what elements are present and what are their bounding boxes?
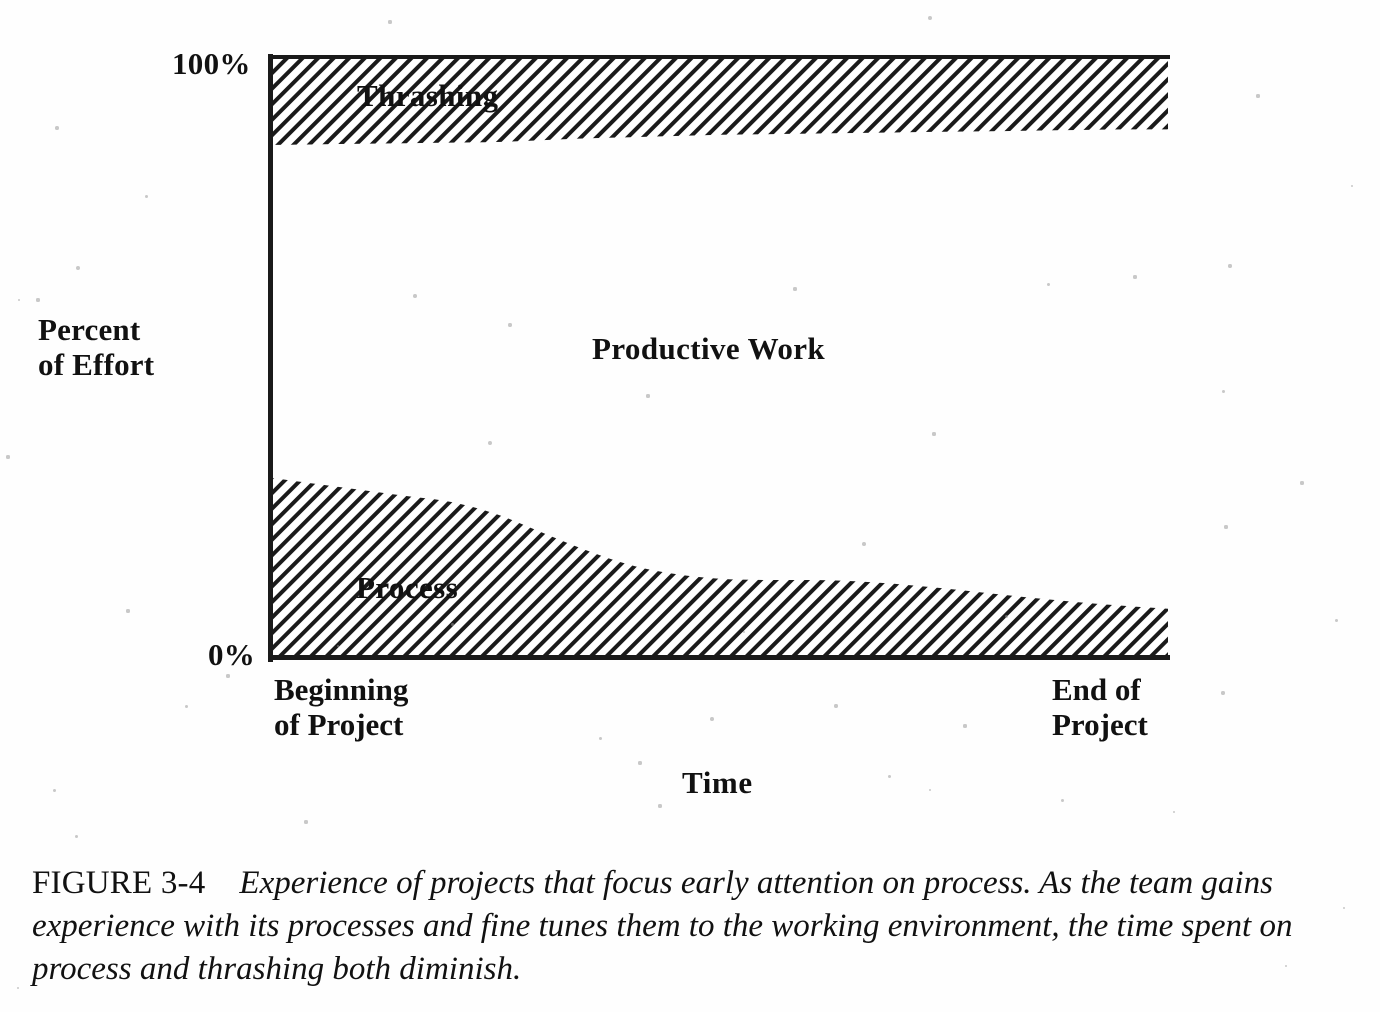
- x-axis-title: Time: [682, 765, 753, 800]
- speckle: [16, 986, 20, 990]
- y-axis-tick-0: 0%: [208, 637, 256, 672]
- band-label-productive-work: Productive Work: [592, 331, 826, 366]
- figure-caption-text: Experience of projects that focus early …: [32, 865, 1293, 987]
- band-process: [272, 478, 1168, 658]
- x-axis-tick-end-of-project: End of Project: [1052, 672, 1148, 743]
- x-axis-line: [268, 655, 1170, 660]
- plot-top-rule: [270, 55, 1170, 59]
- band-label-process: Process: [356, 570, 459, 605]
- band-thrashing: [272, 58, 1168, 145]
- figure-caption-label: FIGURE 3-4: [32, 865, 206, 901]
- y-axis-tick-100: 100%: [172, 46, 251, 81]
- chart-figure: 100% 0% Percent of Effort Thrashing Prod…: [38, 46, 1170, 800]
- stacked-area-bands: [272, 58, 1168, 658]
- y-axis-line: [268, 54, 273, 662]
- figure-caption: FIGURE 3-4 Experience of projects that fo…: [32, 862, 1348, 991]
- x-axis-tick-beginning-of-project: Beginning of Project: [274, 672, 409, 743]
- band-label-thrashing: Thrashing: [357, 78, 499, 113]
- y-axis-title: Percent of Effort: [38, 312, 155, 383]
